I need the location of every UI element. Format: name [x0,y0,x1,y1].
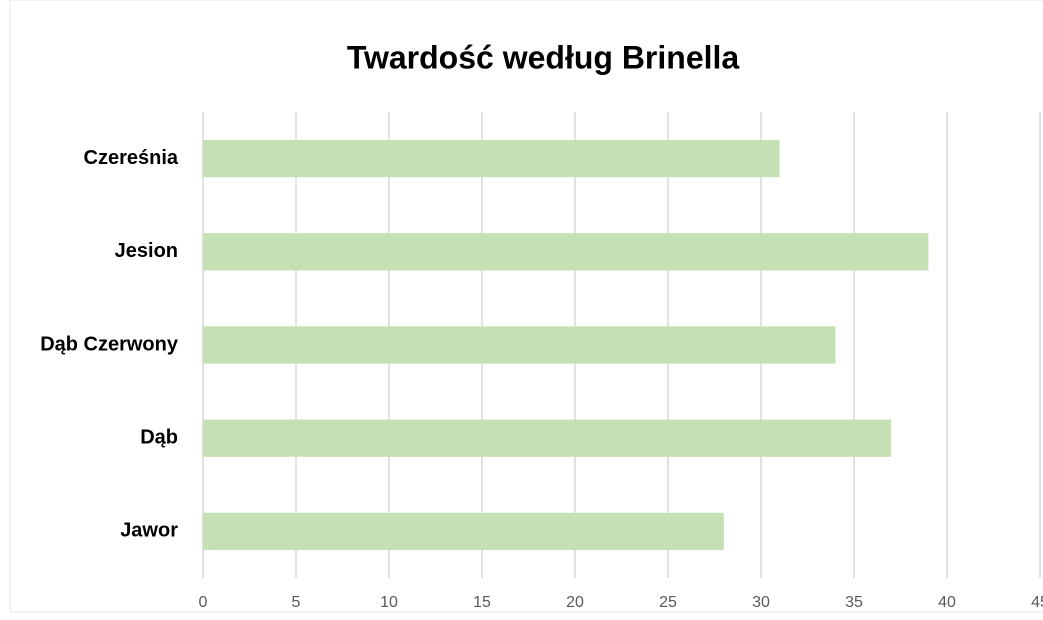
bar [203,326,836,364]
x-tick-label: 0 [199,594,208,611]
x-tick-label: 25 [659,594,677,611]
bar [203,233,929,271]
bar [203,512,724,551]
y-tick-label: Dąb [140,426,178,448]
x-tick-label: 15 [473,594,491,611]
bar [203,419,892,457]
chart-title: Twardość według Brinella [347,39,740,75]
x-tick-label: 10 [380,594,398,611]
x-tick-label: 40 [938,594,956,611]
x-tick-label: 45 [1031,594,1043,611]
x-tick-label: 20 [566,594,584,611]
y-tick-label: Jawor [120,520,178,542]
y-tick-label: Dąb Czerwony [40,333,179,355]
x-tick-label: 5 [292,594,301,611]
bar [203,139,780,178]
y-tick-label: Jesion [115,240,178,262]
x-tick-label: 30 [752,594,770,611]
y-tick-label: Czereśnia [84,147,179,169]
x-tick-label: 35 [845,594,863,611]
chart-frame [9,0,1043,613]
